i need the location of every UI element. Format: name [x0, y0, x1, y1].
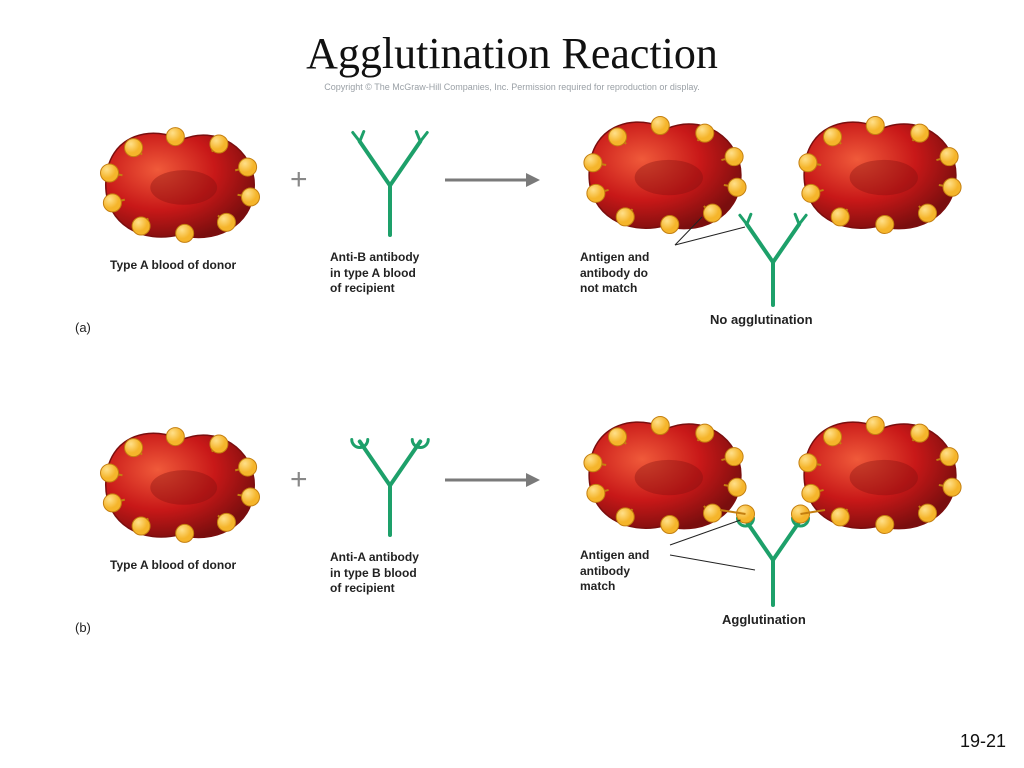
row-a-match-label: Antigen and antibody do not match [580, 250, 649, 297]
plus-icon: + [290, 165, 308, 195]
row-a-result-label: No agglutination [710, 312, 813, 327]
page-number: 19-21 [960, 731, 1006, 752]
row-a-donor-label: Type A blood of donor [110, 258, 236, 274]
row-a-antibody [335, 105, 445, 245]
row-a-antibody-label: Anti-B antibody in type A blood of recip… [330, 250, 419, 297]
page-title: Agglutination Reaction [0, 28, 1024, 79]
row-b-antibody [335, 405, 445, 545]
row-b-antibody-label: Anti-A antibody in type B blood of recip… [330, 550, 419, 597]
plus-icon: + [290, 465, 308, 495]
arrow-icon [440, 165, 550, 195]
row-b-result-label: Agglutination [722, 612, 806, 627]
row-a-panel-letter: (a) [75, 320, 91, 335]
arrow-icon [440, 465, 550, 495]
row-a-donor-cell [85, 110, 275, 260]
row-b-match-label: Antigen and antibody match [580, 548, 649, 595]
copyright-text: Copyright © The McGraw-Hill Companies, I… [0, 82, 1024, 92]
row-b-panel-letter: (b) [75, 620, 91, 635]
row-b-donor-cell [85, 410, 275, 560]
row-b-donor-label: Type A blood of donor [110, 558, 236, 574]
